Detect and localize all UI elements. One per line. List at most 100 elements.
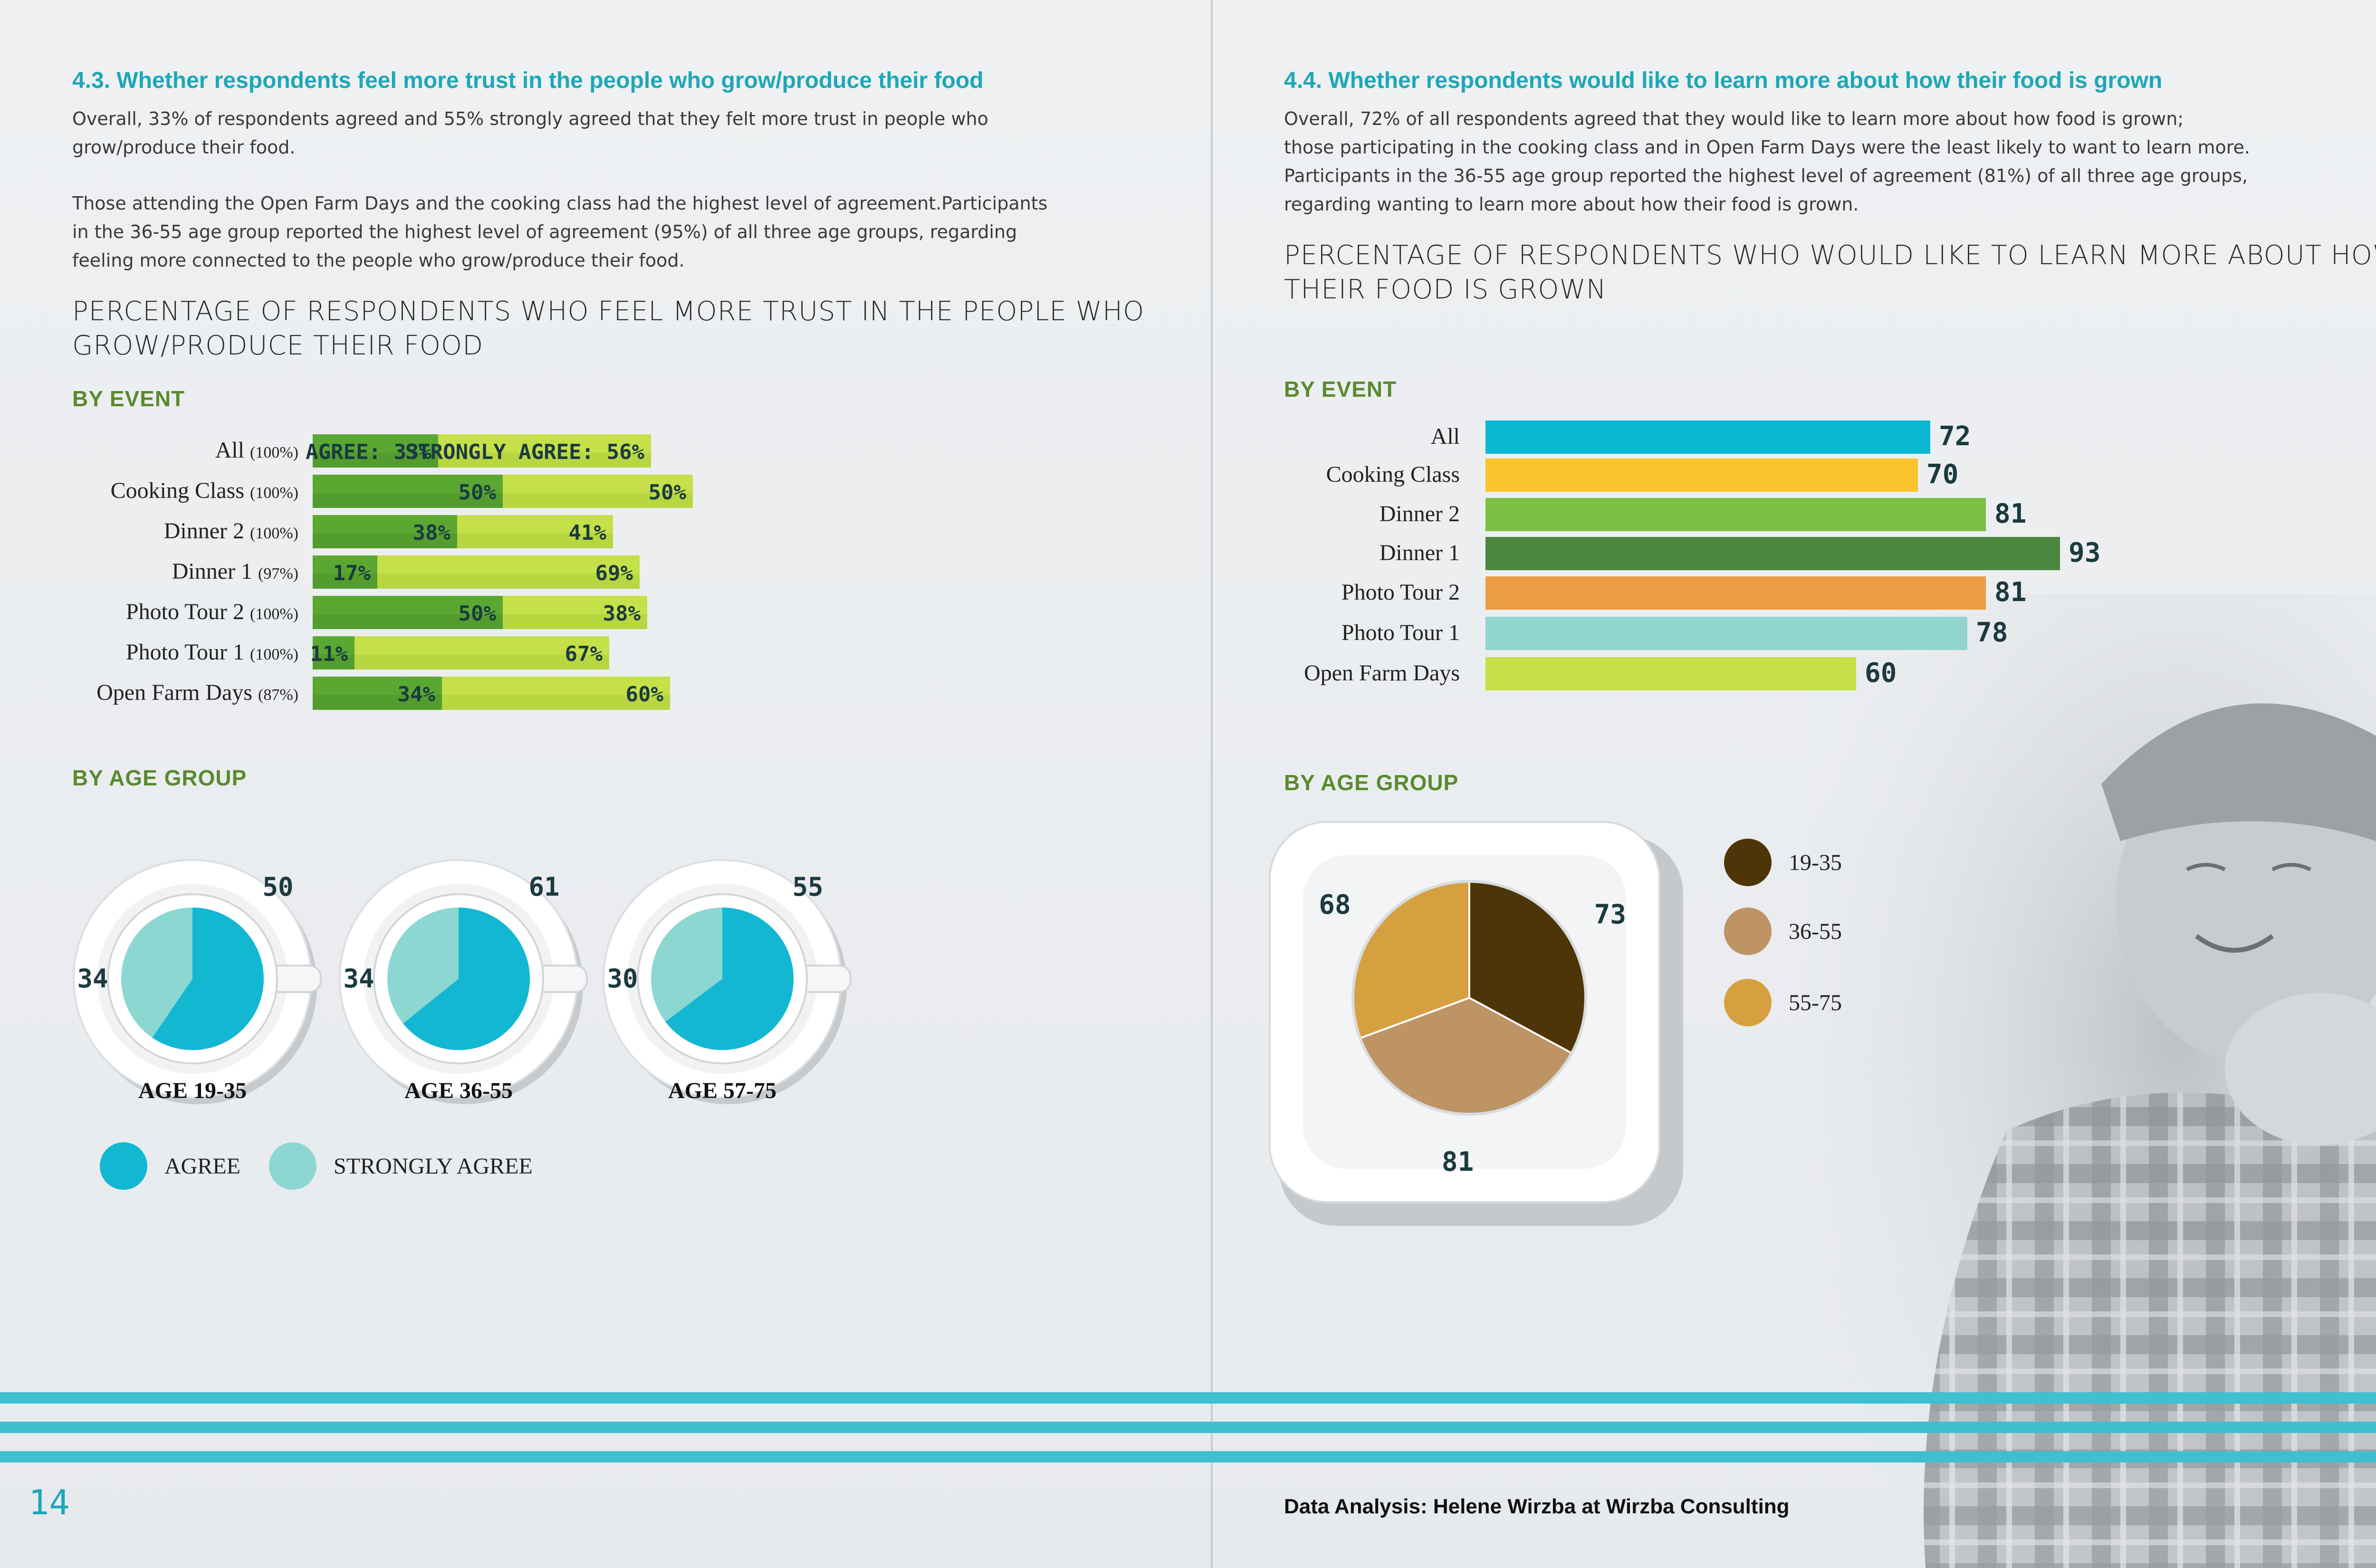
trust-paragraph-2: Those attending the Open Farm Days and t…	[72, 189, 1047, 275]
row-label-name: Photo Tour 2	[125, 599, 250, 624]
row-label-total: (100%)	[250, 646, 298, 663]
strongly-agree-value-label: 60%	[626, 682, 664, 707]
agree-bar-shade	[313, 533, 457, 548]
row-label-6: Open Farm Days (87%)	[96, 679, 298, 706]
learn-by-age-heading: BY AGE GROUP	[1284, 770, 1459, 795]
footer-stripes	[0, 1392, 2376, 1463]
strongly-agree-slice	[403, 908, 530, 1050]
row-label-4: Photo Tour 2	[1341, 580, 1460, 605]
row-label-5: Photo Tour 1 (100%)	[126, 639, 298, 665]
text-line: Overall, 72% of all respondents agreed t…	[1284, 108, 2184, 129]
book-spine	[1211, 0, 1213, 1568]
row-label-2: Dinner 2 (100%)	[164, 518, 298, 544]
trust-bar-chart: AGREE: 33%STRONGLY AGREE: 56%50% 50%38% 41…	[306, 434, 693, 710]
learn-bar	[1485, 459, 1918, 492]
agree-bar-shade	[313, 614, 503, 629]
row-label-total: (97%)	[258, 565, 298, 583]
strongly-agree-value-label: 69%	[595, 561, 633, 585]
text-line: Participants in the 36-55 age group repo…	[1284, 165, 2248, 186]
row-label-2: Dinner 2	[1379, 501, 1460, 526]
section-title-4-3: 4.3. Whether respondents feel more trust…	[72, 68, 984, 93]
learn-bar	[1485, 617, 1967, 650]
person-photo	[1807, 594, 2376, 1568]
learn-bar	[1485, 537, 2060, 570]
learn-bar	[1485, 657, 1856, 690]
age-group-label: AGE 19-35	[138, 1078, 247, 1103]
strongly-agree-value: 55	[792, 872, 823, 902]
age-group-label: AGE 36-55	[404, 1078, 513, 1103]
agree-value-label: 38%	[413, 521, 451, 545]
row-label-1: Cooking Class	[1326, 462, 1460, 487]
agree-bar-shade	[313, 695, 442, 710]
text-line: regarding wanting to learn more about ho…	[1284, 194, 1859, 215]
strongly-agree-value-label: 67%	[565, 642, 603, 666]
strongly-agree-value: 61	[528, 872, 559, 902]
learn-by-event-heading: BY EVENT	[1284, 377, 1397, 402]
learn-chart-title: PERCENTAGE OF RESPONDENTS WHO WOULD LIKE…	[1284, 239, 2376, 307]
stripe	[0, 1451, 2376, 1463]
row-label-name: Dinner 2	[163, 518, 250, 544]
strongly-agree-slice	[152, 908, 264, 1050]
text-line: THEIR FOOD IS GROWN	[1284, 274, 1607, 305]
trust-by-age-heading: BY AGE GROUP	[72, 765, 247, 790]
pie-value-label: 81	[1442, 1147, 1474, 1177]
row-label-name: Open Farm Days	[96, 680, 259, 705]
legend-55-75: 55-75	[1724, 979, 1842, 1026]
strongly-agree-swatch	[269, 1142, 316, 1190]
text-line: GROW/PRODUCE THEIR FOOD	[72, 330, 484, 361]
learn-value-label: 60	[1865, 658, 1897, 688]
row-label-3: Dinner 1	[1379, 540, 1460, 565]
row-label-name: Cooking Class	[110, 478, 250, 503]
text-line: grow/produce their food.	[72, 137, 296, 158]
pie-value-label: 73	[1594, 899, 1626, 930]
learn-age-pie: 73 81 68	[1269, 821, 1683, 1226]
strongly-agree-bar-shade	[377, 574, 640, 589]
agree-bar-shade	[313, 493, 503, 508]
pie-value-label: 68	[1319, 889, 1351, 920]
trust-chart-title: PERCENTAGE OF RESPONDENTS WHO FEEL MORE …	[72, 295, 1144, 363]
legend-swatch	[1724, 979, 1772, 1026]
learn-value-label: 81	[1994, 577, 2026, 608]
legend-swatch	[1724, 908, 1772, 955]
stripe	[0, 1392, 2376, 1404]
agree-value: 34	[343, 964, 374, 994]
agree-value-label: 34%	[398, 682, 436, 707]
legend-36-55: 36-55	[1724, 908, 1842, 955]
strongly-agree-slice	[665, 908, 794, 1050]
row-label-3: Dinner 1 (97%)	[172, 558, 298, 584]
trust-paragraph-1: Overall, 33% of respondents agreed and 5…	[72, 105, 988, 162]
legend-label: 55-75	[1789, 990, 1842, 1015]
agree-bar-shade	[313, 452, 438, 468]
learn-value-label: 70	[1926, 459, 1958, 490]
row-label-name: Photo Tour 1	[125, 640, 250, 665]
strongly-agree-value-label: 50%	[649, 480, 687, 505]
learn-bar-chart: 72 70 81 93 81 78 60	[1485, 421, 2100, 690]
trust-age-cups: 50 34 61 34 55 30	[73, 859, 852, 1104]
row-label-5: Photo Tour 1	[1341, 620, 1460, 645]
legend-strongly-agree-label: STRONGLY AGREE	[334, 1153, 533, 1179]
row-label-0: All (100%)	[215, 437, 298, 463]
row-label-total: (100%)	[250, 444, 298, 461]
learn-value-label: 81	[1994, 498, 2026, 529]
strongly-agree-value-label: 38%	[603, 602, 641, 626]
legend-19-35: 19-35	[1724, 839, 1842, 886]
learn-bar	[1485, 498, 1986, 531]
strongly-agree-value: 50	[262, 872, 293, 902]
strongly-agree-bar-shade	[354, 654, 609, 669]
section-title-4-4: 4.4. Whether respondents would like to l…	[1284, 68, 2163, 93]
strongly-agree-bar-shade	[503, 493, 693, 508]
credit-line: Data Analysis: Helene Wirzba at Wirzba C…	[1284, 1495, 1790, 1518]
legend-swatch	[1724, 839, 1772, 886]
right-page: 4.4. Whether respondents would like to l…	[1213, 0, 2376, 1568]
row-label-total: (100%)	[250, 525, 298, 542]
agree-value-label: 50%	[459, 602, 497, 626]
row-label-1: Cooking Class (100%)	[111, 478, 298, 504]
learn-bar	[1485, 421, 1930, 454]
learn-bar	[1485, 576, 1986, 610]
row-label-total: (100%)	[250, 484, 298, 502]
learn-value-label: 78	[1976, 617, 2008, 648]
agree-value-label: 50%	[459, 480, 497, 505]
agree-swatch	[100, 1142, 147, 1190]
agree-value-label: AGREE: 33%	[306, 440, 431, 464]
agree-bar-shade	[313, 574, 377, 589]
